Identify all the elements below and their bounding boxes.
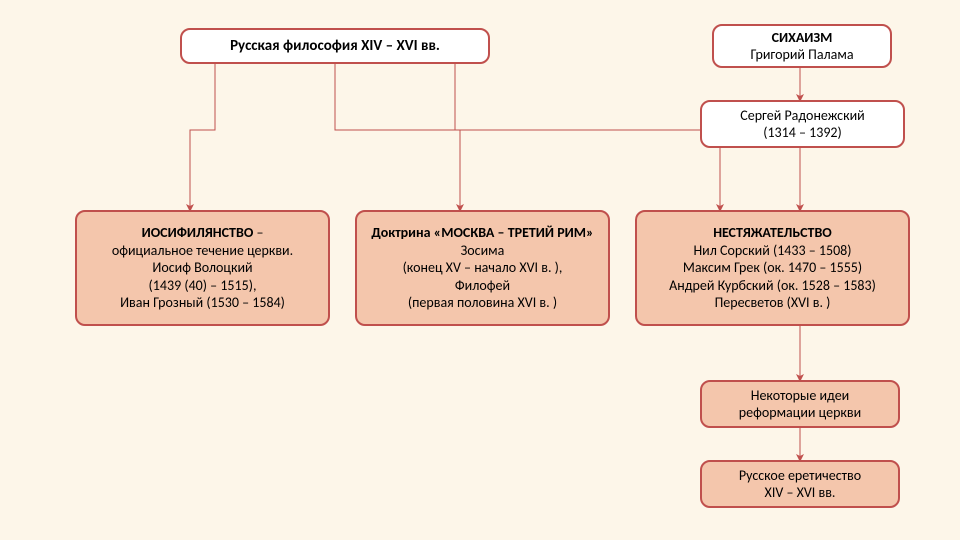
node-doctrine: Доктрина «МОСКВА – ТРЕТИЙ РИМ»Зосима(кон… — [355, 210, 610, 326]
edge-title-to-doctrine — [335, 64, 460, 210]
node-sikhaism: СИХАИЗМГригорий Палама — [712, 24, 892, 68]
edge-title-to-iosif — [190, 64, 215, 210]
node-title: Русская философия XIV – XVI вв. — [180, 28, 490, 64]
node-sergey: Сергей Радонежский(1314 – 1392) — [700, 100, 905, 148]
node-nestya: НЕСТЯЖАТЕЛЬСТВОНил Сорский (1433 – 1508)… — [635, 210, 910, 326]
node-iosif: ИОСИФИЛЯНСТВО –официальное течение церкв… — [75, 210, 330, 326]
node-heresy: Русское еретичествоXIV – XVI вв. — [700, 460, 900, 508]
node-reform: Некоторые идеиреформации церкви — [700, 380, 900, 428]
edge-title-to-nestya — [455, 64, 720, 210]
